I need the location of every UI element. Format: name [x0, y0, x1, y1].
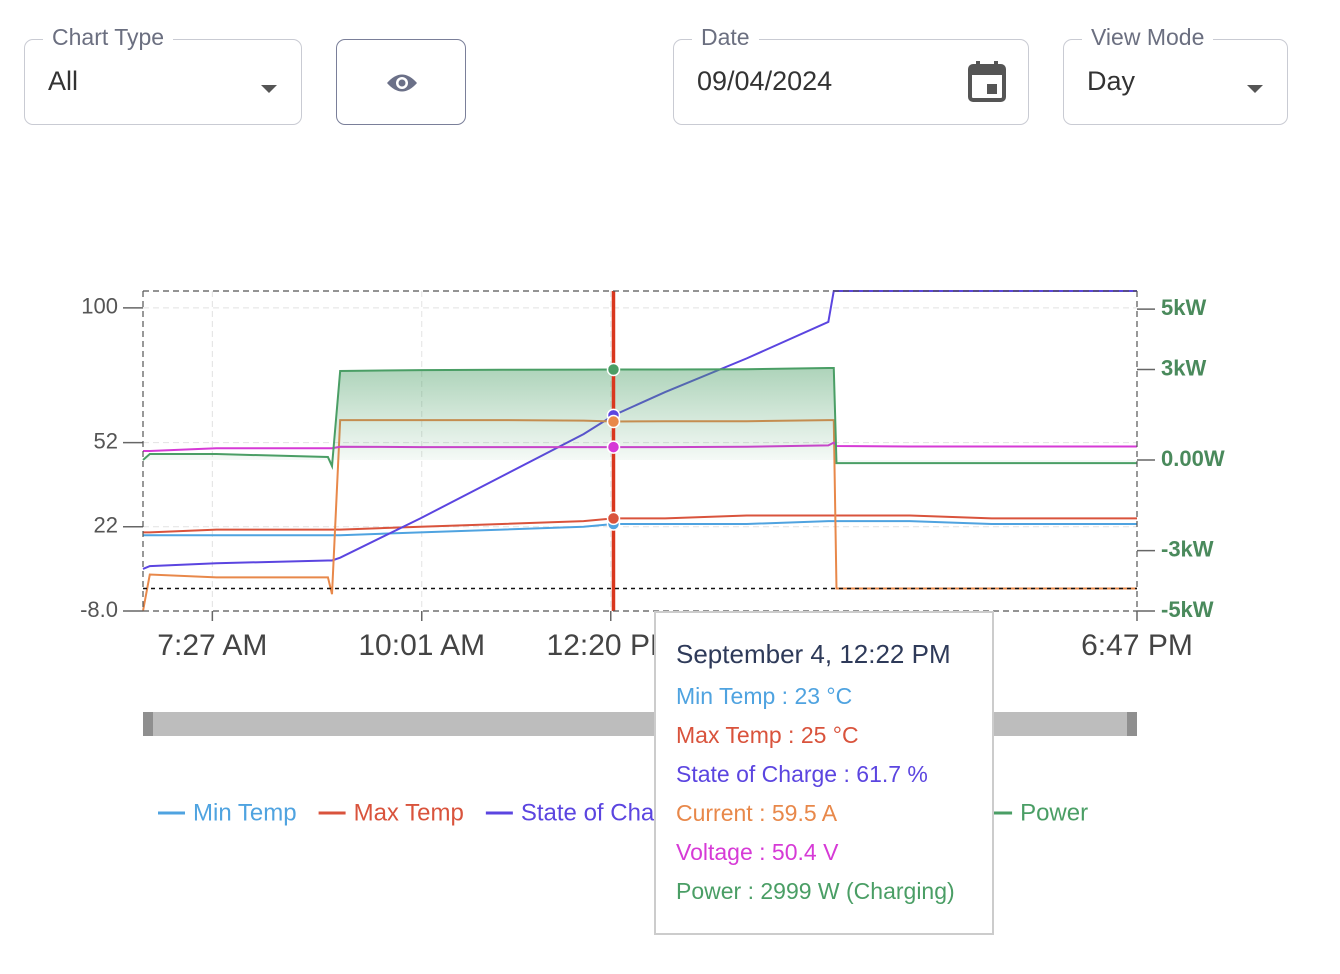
y2-tick-label: -5kW — [1161, 597, 1214, 622]
zoom-handle[interactable] — [1127, 712, 1137, 736]
tooltip-title: September 4, 12:22 PM — [676, 639, 951, 669]
y-tick-label: 100 — [81, 294, 118, 319]
legend-label[interactable]: Power — [1020, 799, 1088, 826]
y2-tick-label: 3kW — [1161, 355, 1206, 380]
x-tick-label: 6:47 PM — [1081, 629, 1193, 662]
field-label: Date — [692, 24, 759, 51]
power-area — [143, 367, 1137, 467]
field-value: All — [48, 66, 79, 96]
series-line — [143, 520, 1137, 537]
y2-tick-label: 5kW — [1161, 295, 1206, 320]
field-value: 09/04/2024 — [697, 66, 833, 96]
tooltip-line: Current : 59.5 A — [676, 800, 838, 826]
tooltip-line: State of Charge : 61.7 % — [676, 761, 928, 787]
calendar-icon[interactable] — [967, 60, 1007, 104]
tooltip-line: Min Temp : 23 °C — [676, 683, 852, 709]
date-picker[interactable]: Date 09/04/2024 — [673, 24, 1029, 125]
zoom-handle[interactable] — [143, 712, 153, 736]
chart-type-select[interactable]: Chart Type All — [24, 24, 302, 125]
field-value: Day — [1087, 66, 1136, 96]
eye-icon — [387, 74, 417, 92]
y2-tick-label: 0.00W — [1161, 446, 1225, 471]
tooltip-line: Max Temp : 25 °C — [676, 722, 859, 748]
hover-point — [606, 511, 621, 526]
legend-label[interactable]: Max Temp — [354, 799, 464, 826]
y2-tick-label: -3kW — [1161, 536, 1214, 561]
y-tick-label: 52 — [94, 428, 118, 453]
hover-point — [606, 440, 621, 454]
tooltip-line: Power : 2999 W (Charging) — [676, 878, 955, 904]
field-label: View Mode — [1082, 24, 1214, 51]
tooltip-box — [654, 611, 994, 935]
x-tick-label: 7:27 AM — [157, 629, 267, 662]
dropdown-icon — [1247, 85, 1263, 93]
x-tick-label: 12:20 PM — [547, 629, 675, 662]
visibility-button[interactable] — [336, 39, 466, 125]
legend-label[interactable]: Min Temp — [193, 799, 297, 826]
tooltip-line: Voltage : 50.4 V — [676, 839, 839, 865]
hover-point — [606, 414, 621, 429]
field-label: Chart Type — [43, 24, 174, 51]
x-tick-label: 10:01 AM — [358, 629, 485, 662]
y-tick-label: -8.0 — [80, 597, 118, 622]
view-mode-select[interactable]: View Mode Day — [1063, 24, 1288, 125]
dropdown-icon — [261, 85, 277, 93]
y-tick-label: 22 — [94, 513, 118, 538]
hover-point — [606, 362, 621, 377]
